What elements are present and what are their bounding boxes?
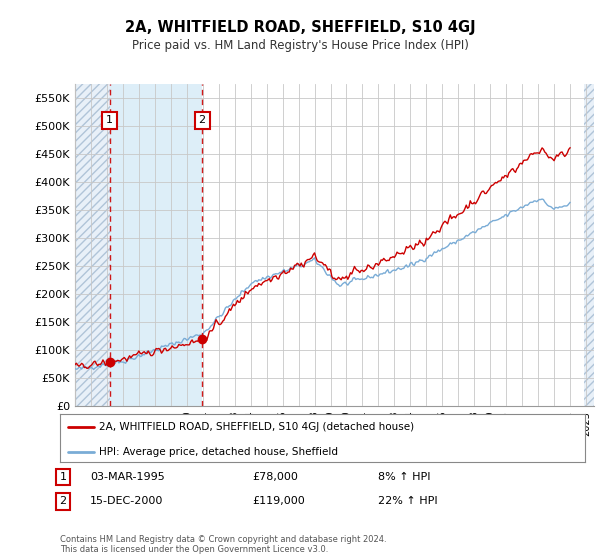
- Text: £78,000: £78,000: [252, 472, 298, 482]
- Text: 1: 1: [106, 115, 113, 125]
- Bar: [110, 84, 202, 406]
- Text: 1: 1: [59, 472, 67, 482]
- Text: HPI: Average price, detached house, Sheffield: HPI: Average price, detached house, Shef…: [100, 446, 338, 456]
- Text: Price paid vs. HM Land Registry's House Price Index (HPI): Price paid vs. HM Land Registry's House …: [131, 39, 469, 52]
- Text: 2A, WHITFIELD ROAD, SHEFFIELD, S10 4GJ (detached house): 2A, WHITFIELD ROAD, SHEFFIELD, S10 4GJ (…: [100, 422, 415, 432]
- Text: 8% ↑ HPI: 8% ↑ HPI: [378, 472, 431, 482]
- Text: 2: 2: [199, 115, 206, 125]
- Text: Contains HM Land Registry data © Crown copyright and database right 2024.
This d: Contains HM Land Registry data © Crown c…: [60, 535, 386, 554]
- Text: 15-DEC-2000: 15-DEC-2000: [90, 496, 163, 506]
- Text: 03-MAR-1995: 03-MAR-1995: [90, 472, 165, 482]
- Text: 2A, WHITFIELD ROAD, SHEFFIELD, S10 4GJ: 2A, WHITFIELD ROAD, SHEFFIELD, S10 4GJ: [125, 20, 475, 35]
- Text: £119,000: £119,000: [252, 496, 305, 506]
- Text: 22% ↑ HPI: 22% ↑ HPI: [378, 496, 437, 506]
- Bar: [584, 84, 594, 406]
- Bar: [75, 84, 110, 406]
- Text: 2: 2: [59, 496, 67, 506]
